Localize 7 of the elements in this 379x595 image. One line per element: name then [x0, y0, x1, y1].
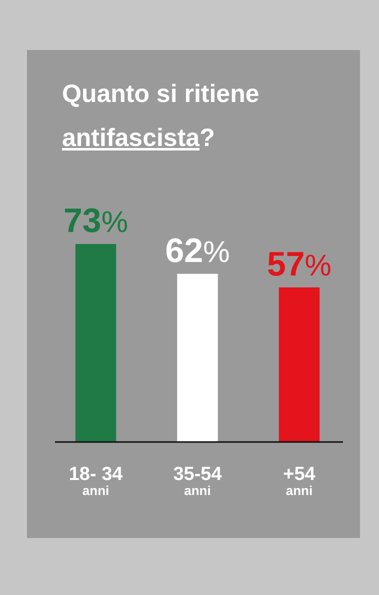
data-label: 62%	[165, 232, 230, 270]
x-tick-label: +54 anni	[283, 464, 316, 498]
data-label: 73%	[64, 202, 128, 240]
x-tick-label: 35-54 anni	[173, 464, 222, 498]
data-label: 57%	[266, 245, 332, 284]
chart-title: Quanto si ritiene antifascista?	[62, 80, 260, 152]
x-tick-label: 18- 34 anni	[68, 464, 124, 498]
